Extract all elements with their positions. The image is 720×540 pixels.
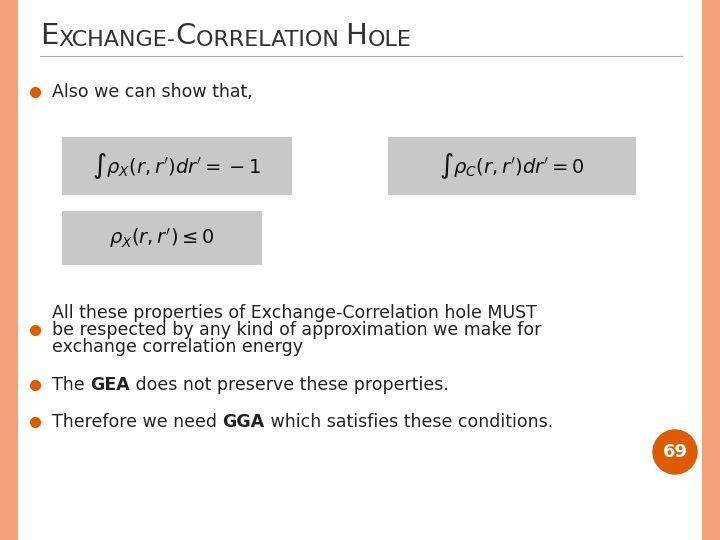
Text: does not preserve these properties.: does not preserve these properties. xyxy=(130,376,449,394)
FancyBboxPatch shape xyxy=(0,0,18,540)
Text: which satisfies these conditions.: which satisfies these conditions. xyxy=(265,413,553,431)
FancyBboxPatch shape xyxy=(62,211,262,265)
FancyBboxPatch shape xyxy=(62,137,292,195)
Text: H: H xyxy=(346,22,367,50)
Text: 69: 69 xyxy=(662,443,688,461)
Text: C: C xyxy=(175,22,196,50)
Text: $\rho_X(r,r') \leq 0$: $\rho_X(r,r') \leq 0$ xyxy=(109,226,215,250)
Text: exchange correlation energy: exchange correlation energy xyxy=(52,338,303,356)
Text: All these properties of Exchange-Correlation hole MUST: All these properties of Exchange-Correla… xyxy=(52,304,537,322)
Text: GEA: GEA xyxy=(90,376,130,394)
Text: Also we can show that,: Also we can show that, xyxy=(52,83,253,101)
FancyBboxPatch shape xyxy=(388,137,636,195)
Text: ORRELATION: ORRELATION xyxy=(196,30,346,50)
Text: GGA: GGA xyxy=(222,413,265,431)
Text: Therefore we need: Therefore we need xyxy=(52,413,222,431)
Text: E: E xyxy=(40,22,58,50)
Text: $\int \rho_X(r,r')dr' = -1$: $\int \rho_X(r,r')dr' = -1$ xyxy=(92,151,261,181)
Text: be respected by any kind of approximation we make for: be respected by any kind of approximatio… xyxy=(52,321,541,339)
Text: OLE: OLE xyxy=(367,30,411,50)
Text: $\int \rho_C(r,r')dr' = 0$: $\int \rho_C(r,r')dr' = 0$ xyxy=(439,151,585,181)
Text: XCHANGE-: XCHANGE- xyxy=(58,30,175,50)
FancyBboxPatch shape xyxy=(702,0,720,540)
Circle shape xyxy=(653,430,697,474)
Text: The: The xyxy=(52,376,90,394)
